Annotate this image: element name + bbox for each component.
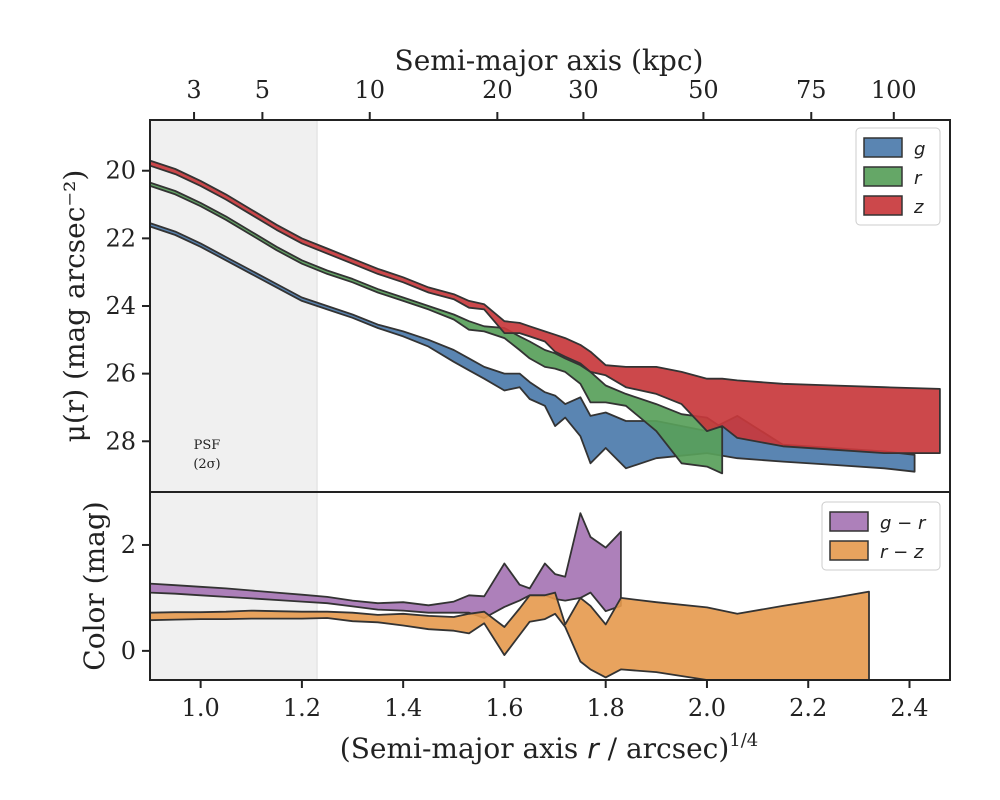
- top-tick-label: 10: [354, 76, 385, 104]
- psf-shade: [150, 120, 318, 492]
- x-axis-ticks: 1.0 1.2 1.4 1.6 1.8 2.0 2.2 2.4: [182, 680, 929, 722]
- psf-region: [150, 120, 318, 492]
- y-tick-label: 22: [105, 224, 136, 252]
- x-axis-title-rest: / arcsec): [599, 732, 730, 765]
- top-tick-label: 30: [568, 76, 599, 104]
- legend-swatch: [863, 166, 903, 187]
- legend-label: z: [913, 197, 924, 218]
- legend-label: g − r: [880, 513, 927, 534]
- top-kpc-ticks: 3 5 10 20 30 50 75 100: [186, 76, 917, 120]
- top-tick-label: 5: [255, 76, 270, 104]
- color-bands: [149, 512, 870, 681]
- legend-swatch: [829, 511, 869, 532]
- psf-label: PSF: [194, 438, 221, 453]
- surface-brightness-bands: [149, 159, 941, 475]
- x-tick-label: 2.2: [789, 694, 827, 722]
- surface-brightness-panel: PSF (2σ) 20 22 24 26 28 3 5 10 20 30 50 75 100 μ(r)…: [58, 76, 951, 493]
- color-frame: [149, 491, 951, 681]
- color-y-ticks: 02: [121, 531, 150, 665]
- r-band: [149, 181, 724, 475]
- x-axis-title-exponent: 1/4: [729, 730, 758, 751]
- top-tick-label: 75: [796, 76, 827, 104]
- x-tick-label: 2.4: [890, 694, 928, 722]
- x-tick-label: 1.4: [384, 694, 422, 722]
- surface-brightness-y-ticks: 20 22 24 26 28: [105, 157, 150, 455]
- top-tick-label: 3: [186, 76, 201, 104]
- top-tick-label: 50: [688, 76, 719, 104]
- x-tick-label: 1.6: [485, 694, 523, 722]
- surface-brightness-ylabel: μ(r) (mag arcsec⁻²): [58, 170, 91, 443]
- legend-label: r: [914, 168, 923, 189]
- surface-brightness-legend: grz: [855, 127, 941, 226]
- x-axis-title: (Semi-major axis r / arcsec)1/4: [340, 730, 758, 765]
- legend-label: r − z: [880, 542, 924, 563]
- x-tick-label: 1.0: [182, 694, 220, 722]
- x-axis-title-main: (Semi-major axis: [340, 732, 587, 765]
- legend-label: g: [914, 139, 925, 160]
- y-tick-label: 0: [121, 637, 136, 665]
- y-tick-label: 2: [121, 531, 136, 559]
- y-tick-label: 28: [105, 427, 136, 455]
- z-band: [149, 159, 941, 455]
- g-band: [149, 222, 916, 473]
- legend-swatch: [863, 137, 903, 158]
- color-panel: 02 1.0 1.2 1.4 1.6 1.8 2.0 2.2 2.4 Color (mag) …: [78, 491, 951, 722]
- color-ylabel: Color (mag): [78, 501, 111, 670]
- top-tick-label: 20: [482, 76, 513, 104]
- x-tick-label: 1.2: [283, 694, 321, 722]
- top-axis-title: Semi-major axis (kpc): [395, 44, 704, 77]
- x-tick-label: 2.0: [688, 694, 726, 722]
- color-legend: g − r r − z: [821, 501, 941, 571]
- legend-swatch: [863, 195, 903, 216]
- top-tick-label: 100: [871, 76, 917, 104]
- x-axis-title-r: r: [587, 732, 600, 765]
- y-tick-label: 26: [105, 360, 136, 388]
- psf-sigma-label: (2σ): [193, 457, 220, 472]
- y-tick-label: 20: [105, 157, 136, 185]
- y-tick-label: 24: [105, 292, 136, 320]
- legend-swatch: [829, 540, 869, 561]
- x-tick-label: 1.8: [587, 694, 625, 722]
